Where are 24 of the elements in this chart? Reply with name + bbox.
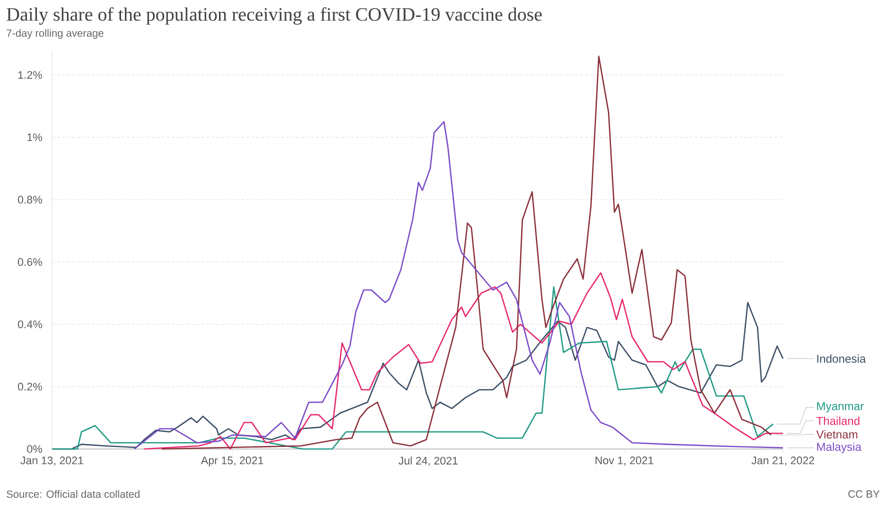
- text: Vietnam: [816, 430, 858, 439]
- x-tick-label: Jan 13, 2021: [20, 456, 84, 466]
- x-tick-label: Apr 15, 2021: [200, 456, 264, 466]
- y-tick-label: 1.2%: [18, 71, 42, 79]
- line-series: [161, 56, 772, 450]
- text: Indonesia: [817, 354, 866, 363]
- line-series: [134, 121, 784, 450]
- y-tick-label: 0.8%: [18, 196, 42, 204]
- x-tick-label: Jan 21, 2022: [751, 456, 814, 466]
- text: Myanmar: [817, 402, 864, 412]
- chart-subtitle: 7-day rolling average: [6, 29, 104, 39]
- line-series: [143, 272, 784, 450]
- y-tick-label: 0.2%: [18, 382, 42, 391]
- x-tick-label: Nov 1, 2021: [596, 456, 654, 466]
- text: Malaysia: [817, 442, 862, 454]
- text: CC BY: [848, 490, 880, 498]
- chart-title: Daily share of the population receiving a first COVID-19 vaccine dose: [6, 7, 542, 25]
- source-note: Source: Official data collated: [6, 490, 140, 498]
- y-tick-label: 0.4%: [18, 320, 42, 328]
- x-tick-label: Jul 24, 2021: [398, 456, 458, 466]
- y-tick-label: 0%: [27, 445, 42, 453]
- text: Thailand: [816, 416, 860, 426]
- y-tick-label: 1%: [27, 133, 42, 142]
- y-tick-label: 0.6%: [18, 258, 42, 266]
